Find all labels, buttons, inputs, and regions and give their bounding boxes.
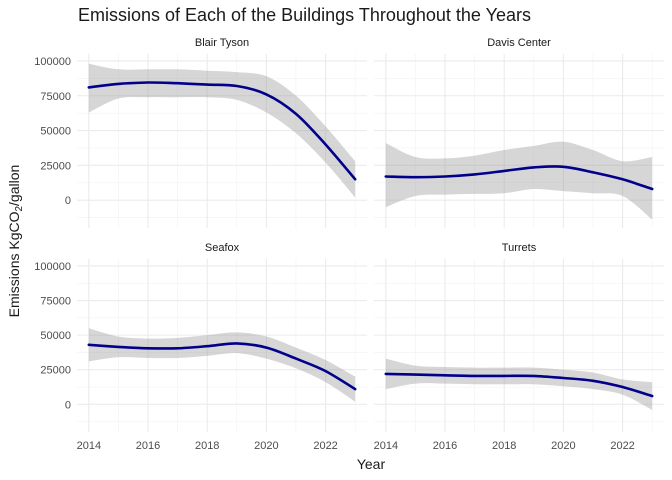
- panel-turrets: Turrets: [374, 242, 664, 432]
- x-tick-label: 2022: [313, 440, 337, 452]
- facet-label: Turrets: [502, 242, 537, 254]
- y-tick-label: 0: [65, 195, 71, 207]
- y-axis-title-subscript: 2: [14, 206, 25, 212]
- x-tick-label: 2016: [136, 440, 160, 452]
- y-axis-title-tail: /gallon: [6, 165, 22, 206]
- trend-line: [384, 372, 654, 398]
- y-axis-title-main: Emissions KgCO: [6, 211, 22, 317]
- y-tick-label: 0: [65, 399, 71, 411]
- trend-line: [87, 342, 357, 391]
- facet-label: Blair Tyson: [195, 37, 249, 49]
- x-tick-label: 2020: [254, 440, 278, 452]
- y-tick-label: 75000: [40, 296, 71, 308]
- x-tick-labels: 2014 2016 2018 2020 2022 2014 2016 2018 2020 2022: [77, 440, 635, 452]
- y-axis-title: Emissions KgCO2/gallon: [6, 165, 25, 318]
- panel-davis-center: Davis Center: [374, 37, 664, 228]
- y-tick-label: 25000: [40, 365, 71, 377]
- trend-line: [384, 165, 654, 191]
- confidence-band: [385, 358, 653, 410]
- facet-panels: Blair Tyson Davis Center Seafox Turrets: [77, 37, 664, 432]
- confidence-band: [385, 141, 653, 220]
- chart-title: Emissions of Each of the Buildings Throu…: [78, 5, 531, 25]
- y-tick-label: 25000: [40, 160, 71, 172]
- confidence-band: [88, 63, 356, 198]
- confidence-band: [88, 328, 356, 402]
- x-tick-label: 2018: [492, 440, 516, 452]
- x-tick-label: 2020: [551, 440, 575, 452]
- panel-seafox: Seafox: [77, 242, 367, 432]
- x-tick-label: 2016: [433, 440, 457, 452]
- x-axis-title: Year: [357, 456, 386, 472]
- x-tick-label: 2022: [610, 440, 634, 452]
- trend-line: [87, 81, 357, 181]
- y-tick-label: 100000: [34, 56, 71, 68]
- y-tick-label: 50000: [40, 126, 71, 138]
- y-tick-labels: 0 25000 50000 75000 100000 0 25000 50000 75000 10…: [34, 56, 71, 411]
- x-tick-label: 2014: [77, 440, 101, 452]
- y-tick-label: 50000: [40, 330, 71, 342]
- x-tick-label: 2014: [374, 440, 398, 452]
- facet-label: Davis Center: [487, 37, 551, 49]
- x-tick-label: 2018: [195, 440, 219, 452]
- y-tick-label: 75000: [40, 91, 71, 103]
- facet-label: Seafox: [205, 242, 240, 254]
- y-tick-label: 100000: [34, 261, 71, 273]
- panel-blair-tyson: Blair Tyson: [77, 37, 367, 228]
